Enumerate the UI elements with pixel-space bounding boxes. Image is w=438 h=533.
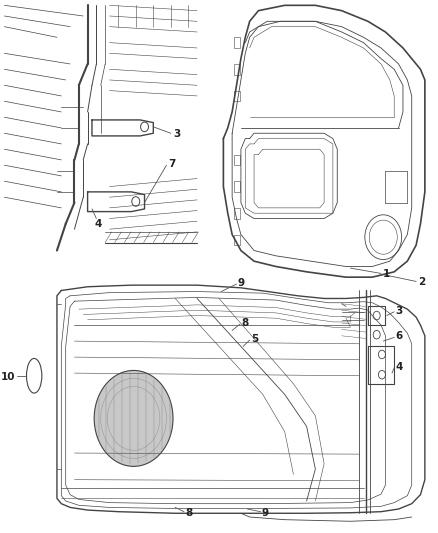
Text: 4: 4	[396, 362, 403, 372]
Text: 1: 1	[383, 270, 391, 279]
Text: 5: 5	[251, 334, 258, 344]
Bar	[234, 208, 240, 219]
Text: 6: 6	[396, 332, 403, 341]
Text: 3: 3	[173, 130, 180, 139]
Bar	[234, 155, 240, 165]
Bar	[234, 181, 240, 192]
Bar	[234, 91, 240, 101]
Text: 4: 4	[94, 219, 102, 229]
Circle shape	[94, 370, 173, 466]
Text: 9: 9	[238, 278, 245, 288]
Bar	[234, 37, 240, 48]
Text: 8: 8	[185, 508, 193, 518]
Text: 7: 7	[168, 159, 175, 169]
Bar	[234, 235, 240, 245]
Bar	[234, 64, 240, 75]
Text: 9: 9	[262, 508, 269, 518]
Text: 8: 8	[241, 318, 248, 328]
Text: 3: 3	[396, 306, 403, 316]
Text: 2: 2	[418, 278, 426, 287]
Text: 10: 10	[1, 372, 15, 382]
